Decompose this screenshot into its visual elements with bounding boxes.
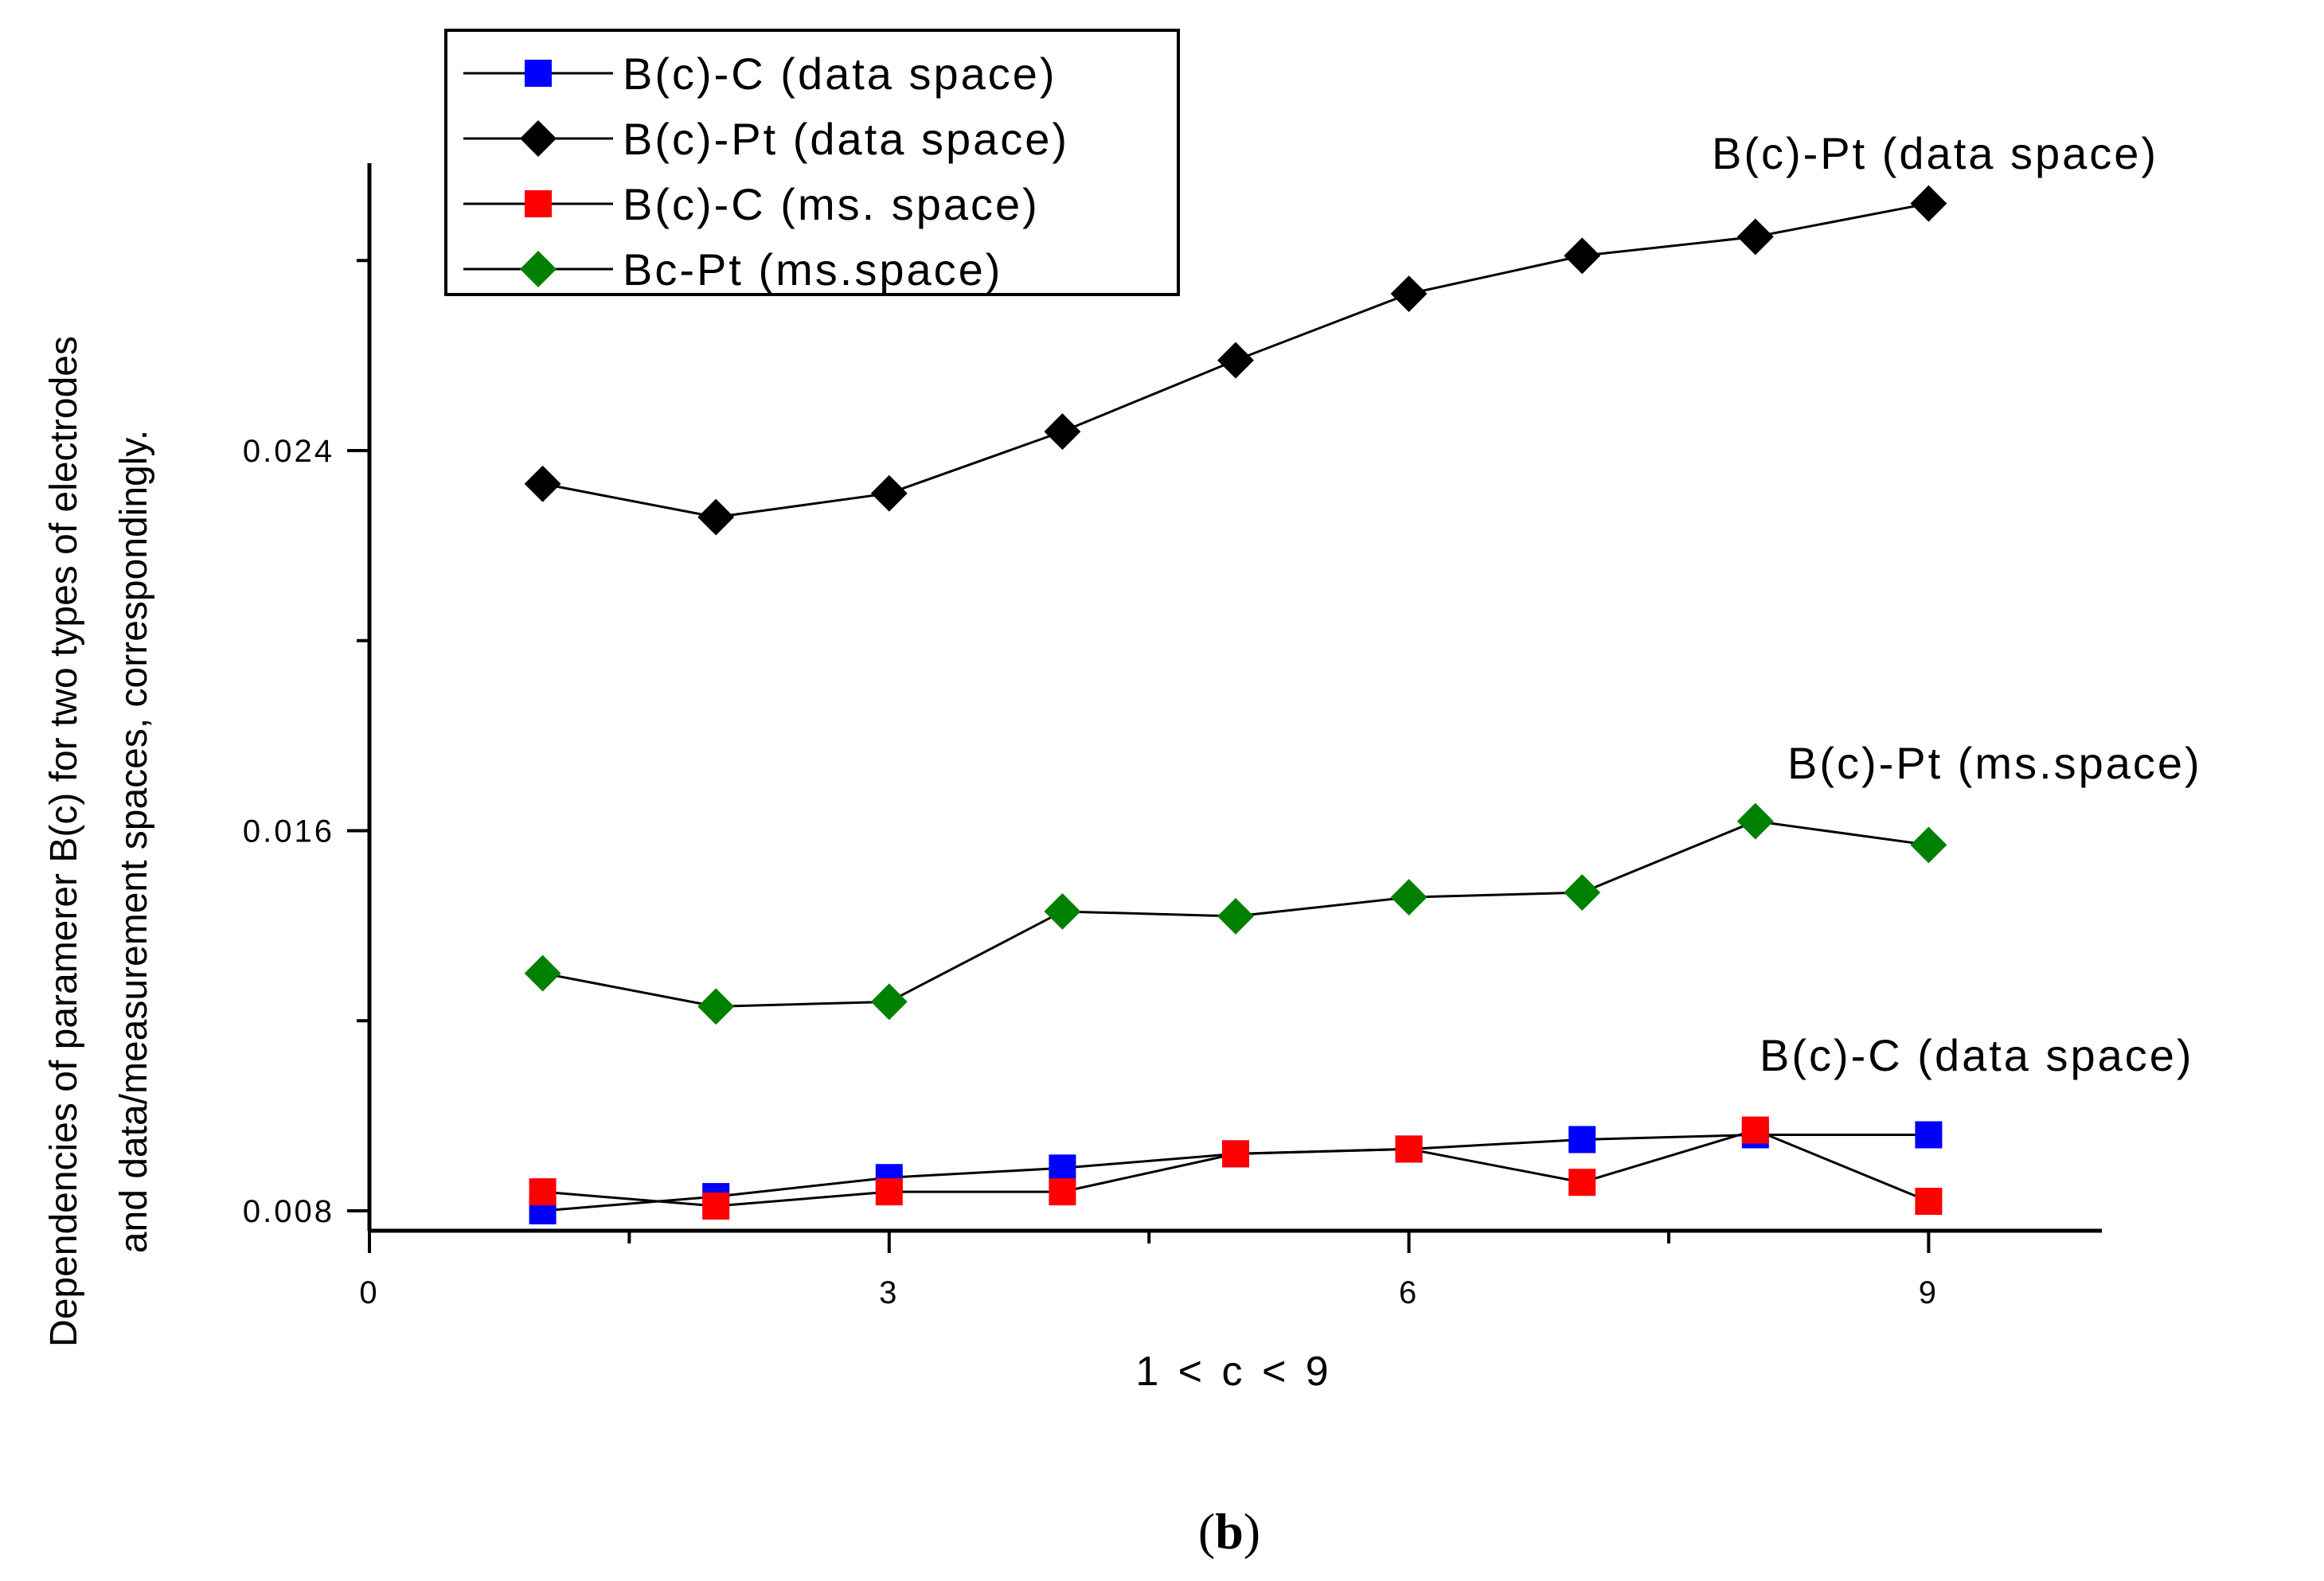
data-point-s2-4 xyxy=(1222,1140,1249,1168)
data-point-s1-2 xyxy=(870,474,908,512)
data-point-s3-3 xyxy=(1044,893,1081,930)
data-point-s3-1 xyxy=(697,988,735,1025)
data-point-s3-7 xyxy=(1736,802,1774,840)
data-point-s3-8 xyxy=(1910,826,1947,864)
data-point-s1-8 xyxy=(1910,185,1947,222)
y-tick-label: 0.024 xyxy=(243,434,334,469)
data-point-s3-4 xyxy=(1217,897,1254,935)
x-tick-label: 0 xyxy=(359,1275,379,1310)
data-point-s3-5 xyxy=(1390,879,1428,916)
data-point-s1-7 xyxy=(1736,218,1774,256)
data-point-s1-4 xyxy=(1217,342,1254,379)
data-point-s0-3 xyxy=(1049,1154,1076,1182)
y-axis-title-line2: and data/measurement spaces, correspondi… xyxy=(113,430,155,1253)
data-point-s1-6 xyxy=(1564,237,1601,275)
x-tick-label: 9 xyxy=(1919,1275,1939,1310)
data-point-s3-6 xyxy=(1564,874,1601,912)
data-point-s2-3 xyxy=(1049,1178,1076,1206)
legend-label-2: B(c)-C (ms. space) xyxy=(623,179,1040,229)
data-point-s3-0 xyxy=(524,954,561,992)
data-point-s2-5 xyxy=(1395,1135,1423,1163)
data-point-s2-8 xyxy=(1915,1188,1943,1216)
x-tick-label: 3 xyxy=(879,1275,899,1310)
y-tick-label: 0.016 xyxy=(243,814,334,849)
x-ticks: 0 3 6 9 xyxy=(359,1231,1939,1310)
annotation-pt-ms: B(c)-Pt (ms.space) xyxy=(1787,738,2202,788)
x-axis-title: 1 < c < 9 xyxy=(1135,1349,1332,1395)
data-point-s2-2 xyxy=(875,1178,903,1206)
legend-marker-0 xyxy=(525,60,552,87)
data-point-s2-0 xyxy=(529,1178,557,1206)
data-point-s1-5 xyxy=(1390,275,1428,312)
legend: B(c)-C (data space) B(c)-Pt (data space) B… xyxy=(444,29,1180,296)
data-point-s2-7 xyxy=(1741,1116,1769,1144)
annotation-c-data: B(c)-C (data space) xyxy=(1760,1030,2194,1080)
y-ticks: 0.008 0.016 0.024 xyxy=(243,259,369,1229)
annotation-pt-data: B(c)-Pt (data space) xyxy=(1712,128,2158,178)
legend-label-3: Bc-Pt (ms.space) xyxy=(623,244,1002,295)
legend-marker-1 xyxy=(520,120,557,157)
data-point-s0-8 xyxy=(1915,1121,1943,1149)
y-tick-label: 0.008 xyxy=(243,1194,334,1229)
data-point-s0-6 xyxy=(1568,1126,1596,1154)
x-tick-label: 6 xyxy=(1399,1275,1419,1310)
data-point-s2-6 xyxy=(1568,1169,1596,1196)
legend-marker-3 xyxy=(520,251,557,287)
y-axis-title-line1: Dependencies of paramerer B(c) for two t… xyxy=(43,336,85,1347)
data-point-s1-1 xyxy=(697,498,735,536)
data-point-s2-1 xyxy=(702,1193,730,1220)
figure-caption: (b) xyxy=(1198,1503,1260,1560)
legend-marker-2 xyxy=(525,190,552,217)
legend-label-1: B(c)-Pt (data space) xyxy=(623,114,1069,164)
data-point-s3-2 xyxy=(870,983,908,1021)
data-point-s1-0 xyxy=(524,465,561,502)
data-point-s1-3 xyxy=(1044,413,1081,451)
series-markers xyxy=(524,185,1947,1224)
legend-label-0: B(c)-C (data space) xyxy=(623,49,1057,99)
